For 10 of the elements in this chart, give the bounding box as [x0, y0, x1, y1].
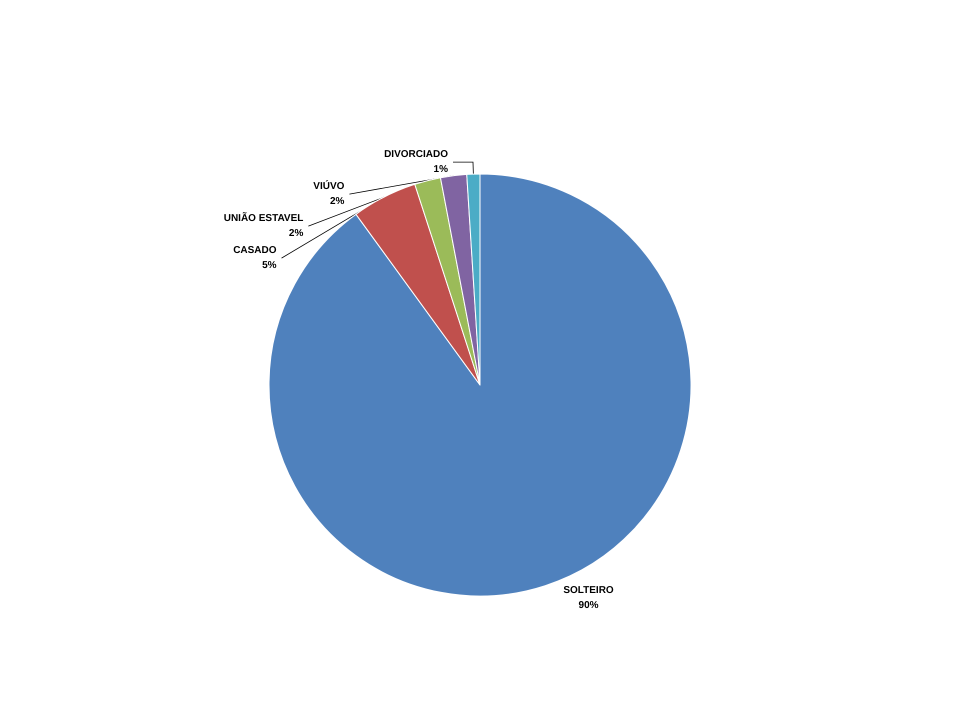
data-label: 5% [262, 260, 277, 272]
slice-label: VIÚVO [313, 180, 345, 192]
slice-label: CASADO [233, 245, 277, 256]
slice-label: SOLTEIRO [563, 585, 614, 596]
data-label: 2% [330, 196, 345, 208]
slice-label: UNIÃO ESTAVEL [224, 212, 304, 224]
data-label: 90% [578, 600, 599, 612]
data-label: 1% [434, 164, 448, 176]
data-label: 2% [288, 228, 304, 240]
slice-label: DIVORCIADO [384, 149, 448, 160]
